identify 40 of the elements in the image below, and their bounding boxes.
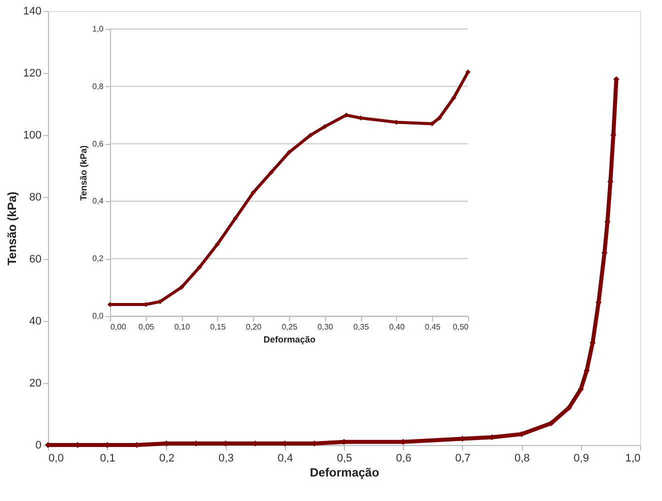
x-tick-label: 0,4 xyxy=(278,452,293,464)
x-tick-label: 0,6 xyxy=(396,452,412,464)
x-tick-label: 0,20 xyxy=(246,322,262,332)
y-tick-label: 0 xyxy=(35,440,42,452)
x-tick-label: 0,0 xyxy=(48,452,64,464)
y-tick-label: 40 xyxy=(29,316,42,328)
x-tick-label: 0,1 xyxy=(100,452,116,464)
x-tick-label: 0,15 xyxy=(210,322,226,332)
y-tick-label: 80 xyxy=(29,192,42,204)
y-tick-label: 20 xyxy=(29,378,42,390)
x-tick-label: 0,8 xyxy=(514,452,530,464)
y-tick-label: 1,0 xyxy=(92,24,104,34)
x-tick-label: 0,30 xyxy=(318,322,334,332)
x-tick-label: 0,50 xyxy=(452,322,470,332)
y-tick-label: 140 xyxy=(23,6,42,18)
y-tick-label: 120 xyxy=(23,68,42,80)
y-tick-label: 0,8 xyxy=(92,82,104,91)
y-axis-title: Tensão (kPa) xyxy=(78,145,88,201)
y-axis-title: Tensão (kPa) xyxy=(5,192,20,266)
y-tick-label: 0,0 xyxy=(92,312,104,320)
x-tick-label: 0,40 xyxy=(389,322,406,332)
x-tick-label: 0,9 xyxy=(574,452,589,464)
x-tick-label: 0,5 xyxy=(336,452,352,464)
y-tick-label: 60 xyxy=(29,254,42,266)
x-tick-label: 0,3 xyxy=(218,452,234,464)
x-tick-label: 0,45 xyxy=(424,322,442,332)
y-tick-label: 0,2 xyxy=(92,254,104,264)
y-tick-label: 0,4 xyxy=(92,196,104,206)
x-tick-label: 1,0 xyxy=(625,452,640,464)
x-tick-label: 0,05 xyxy=(138,322,155,332)
y-tick-label: 100 xyxy=(23,130,42,142)
x-tick-label: 0,7 xyxy=(455,452,471,464)
x-axis-title: Deformação xyxy=(263,334,316,344)
x-tick-label: 0,00 xyxy=(110,322,127,332)
x-axis-title: Deformação xyxy=(310,466,380,480)
x-tick-label: 0,25 xyxy=(282,322,298,332)
x-tick-label: 0,35 xyxy=(353,322,370,332)
x-tick-label: 0,10 xyxy=(174,322,190,332)
x-tick-label: 0,2 xyxy=(159,452,175,464)
y-tick-label: 0,6 xyxy=(92,139,104,148)
